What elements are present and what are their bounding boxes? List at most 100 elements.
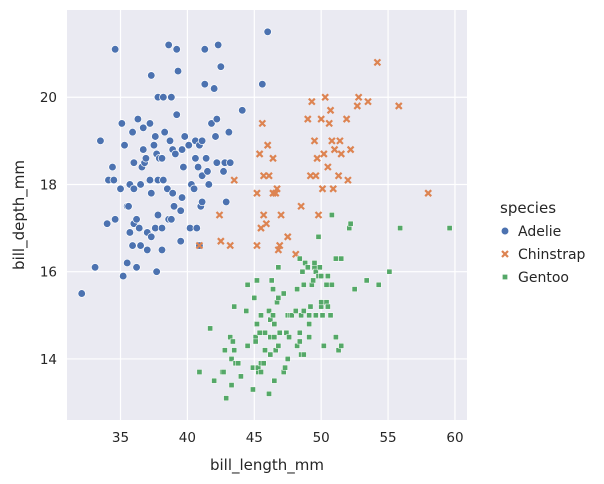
chinstrap-point [312,171,320,180]
adelie-point [132,215,141,224]
chinstrap-point [326,106,335,115]
adelie-point [204,180,213,189]
chinstrap-point [424,189,432,197]
adelie-point [145,119,155,128]
adelie-point [157,223,167,233]
gentoo-point [222,347,228,354]
gentoo-point [304,264,311,271]
gentoo-point [271,321,278,327]
x-tick-label: 55 [379,430,396,446]
gentoo-point [288,312,295,319]
gentoo-point [315,233,322,240]
gentoo-point [207,325,213,332]
adelie-point [147,232,156,241]
legend-marker-chinstrap [501,250,509,258]
adelie-point [109,175,118,185]
gentoo-point [238,373,244,380]
chinstrap-point [253,189,261,197]
chinstrap-point [394,102,403,110]
adelie-point [207,119,216,128]
chinstrap-point [337,150,346,158]
gentoo-point [254,277,260,284]
adelie-point [136,180,145,189]
gentoo-point [228,382,235,388]
adelie-point [167,215,176,224]
adelie-point [176,206,185,215]
adelie-point [177,193,187,202]
gentoo-point [211,377,218,384]
adelie-point [124,202,133,211]
adelie-point [111,45,120,54]
adelie-point [128,127,137,137]
gentoo-point [397,225,403,231]
chinstrap-point [304,115,312,123]
chinstrap-point [321,93,329,102]
gentoo-point [319,312,326,319]
legend-label: Adelie [518,224,561,240]
legend-label: Chinstrap [518,247,586,263]
gentoo-point [196,369,203,375]
chinstrap-point [263,141,272,149]
chinstrap-point [330,145,339,154]
gentoo-point [316,264,323,271]
legend-marker-gentoo [502,274,508,280]
chinstrap-point [265,171,273,180]
chinstrap-point [320,150,328,158]
data-points [77,27,453,402]
gentoo-point [266,308,272,314]
adelie-point [164,40,173,50]
gentoo-point [266,390,272,397]
gentoo-point [446,225,453,231]
gentoo-point [270,312,276,319]
gentoo-point [300,308,307,314]
gentoo-point [271,377,278,384]
chinstrap-point [275,241,284,250]
gentoo-point [258,369,264,375]
gentoo-point [300,281,307,288]
gentoo-point [292,308,299,314]
adelie-point [132,263,141,272]
adelie-point [116,184,125,193]
gentoo-point [300,351,307,358]
legend-label: Gentoo [518,270,569,286]
adelie-point [141,154,151,163]
adelie-point [177,145,187,154]
adelie-point [163,184,172,193]
y-axis-ticks: 14 16 18 20 [40,90,57,368]
gentoo-point [351,286,358,292]
chinstrap-point [328,137,336,145]
adelie-point [111,215,120,224]
adelie-point [211,132,220,141]
gentoo-point [311,260,318,266]
gentoo-point [256,329,263,336]
gentoo-point [244,343,251,349]
gentoo-point [228,356,235,362]
y-tick-label: 14 [40,352,57,368]
adelie-point [102,219,112,228]
gentoo-point [230,338,236,345]
adelie-point [120,141,129,150]
gentoo-point [223,395,230,402]
adelie-point [180,132,189,141]
adelie-point [90,263,100,272]
gentoo-point [267,351,274,358]
gentoo-point [260,360,267,367]
chinstrap-point [346,145,355,154]
gentoo-point [276,329,283,336]
adelie-point [167,93,176,102]
chinstrap-point [259,211,268,219]
chinstrap-point [314,211,323,219]
chinstrap-point [273,185,281,193]
x-tick-label: 40 [179,430,196,446]
adelie-point [136,241,145,250]
chinstrap-point [297,202,305,211]
gentoo-point [282,364,288,371]
legend-item-gentoo: Gentoo [502,270,569,286]
x-tick-label: 60 [446,430,463,446]
adelie-point [119,271,128,281]
adelie-point [263,27,272,36]
chinstrap-point [255,150,264,158]
x-tick-label: 45 [246,430,263,446]
chinstrap-point [230,176,239,184]
gentoo-point [275,295,282,301]
